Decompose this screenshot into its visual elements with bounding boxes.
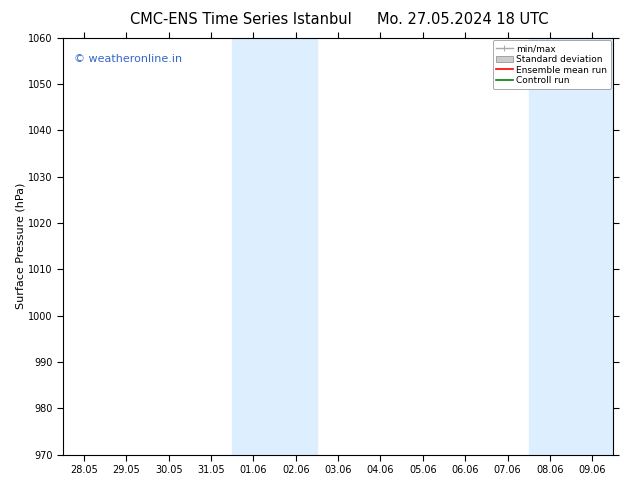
Legend: min/max, Standard deviation, Ensemble mean run, Controll run: min/max, Standard deviation, Ensemble me… <box>493 40 611 89</box>
Text: Mo. 27.05.2024 18 UTC: Mo. 27.05.2024 18 UTC <box>377 12 548 27</box>
Text: © weatheronline.in: © weatheronline.in <box>74 54 182 64</box>
Bar <box>232 38 317 455</box>
Text: CMC-ENS Time Series Istanbul: CMC-ENS Time Series Istanbul <box>130 12 352 27</box>
Y-axis label: Surface Pressure (hPa): Surface Pressure (hPa) <box>15 183 25 309</box>
Bar <box>529 38 614 455</box>
